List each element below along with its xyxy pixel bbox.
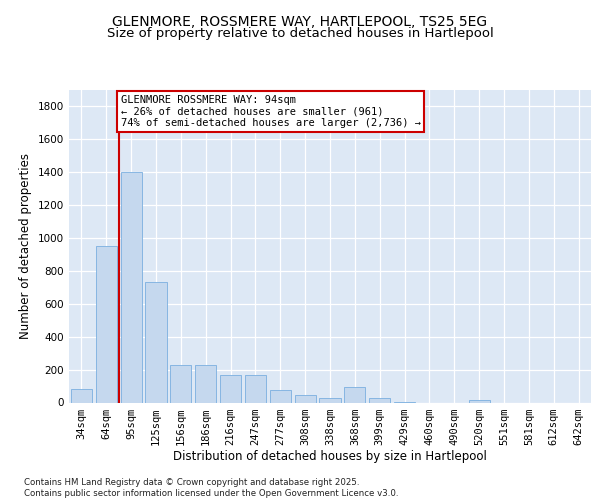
Text: GLENMORE ROSSMERE WAY: 94sqm
← 26% of detached houses are smaller (961)
74% of s: GLENMORE ROSSMERE WAY: 94sqm ← 26% of de… — [121, 95, 421, 128]
Bar — [245, 376, 266, 402]
Text: Contains HM Land Registry data © Crown copyright and database right 2025.
Contai: Contains HM Land Registry data © Crown c… — [24, 478, 398, 498]
X-axis label: Distribution of detached houses by size in Hartlepool: Distribution of detached houses by size … — [173, 450, 487, 464]
Bar — [145, 282, 167, 403]
Bar — [295, 395, 316, 402]
Text: Size of property relative to detached houses in Hartlepool: Size of property relative to detached ho… — [107, 26, 493, 40]
Bar — [71, 390, 92, 402]
Bar — [270, 390, 291, 402]
Bar — [344, 387, 365, 402]
Y-axis label: Number of detached properties: Number of detached properties — [19, 153, 32, 339]
Bar — [121, 172, 142, 402]
Text: GLENMORE, ROSSMERE WAY, HARTLEPOOL, TS25 5EG: GLENMORE, ROSSMERE WAY, HARTLEPOOL, TS25… — [112, 15, 488, 29]
Bar — [170, 364, 191, 403]
Bar — [96, 246, 117, 402]
Bar — [195, 364, 216, 403]
Bar — [220, 376, 241, 402]
Bar — [369, 398, 390, 402]
Bar — [469, 400, 490, 402]
Bar — [319, 398, 341, 402]
